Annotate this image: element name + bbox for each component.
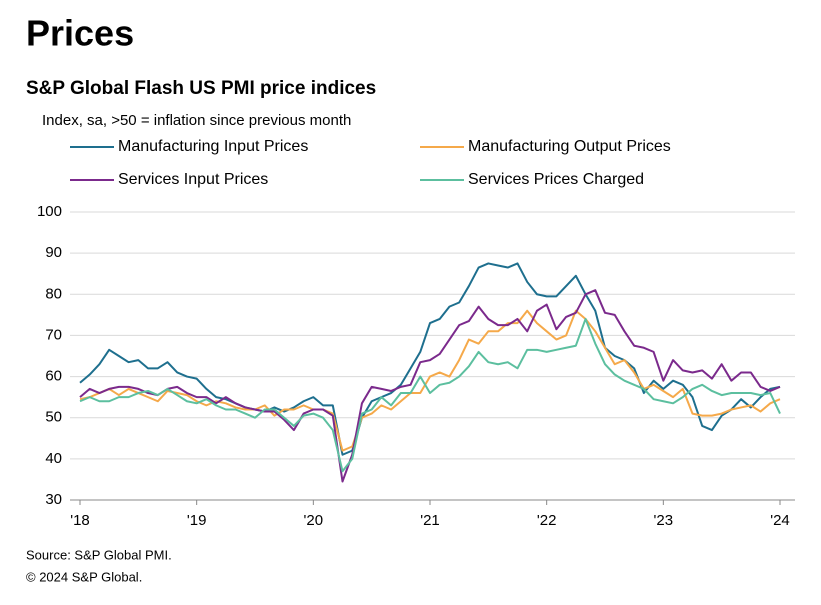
series-line — [79, 289, 781, 483]
x-tick-label: '18 — [70, 512, 90, 529]
x-tick-label: '24 — [770, 512, 790, 529]
series-line — [79, 317, 781, 473]
chart-title: Prices — [26, 13, 134, 54]
y-tick-label: 30 — [45, 491, 62, 508]
legend-label: Services Prices Charged — [468, 171, 644, 188]
series-line — [79, 262, 781, 456]
y-tick-label: 80 — [45, 285, 62, 302]
y-tick-label: 100 — [37, 203, 62, 220]
y-tick-label: 40 — [45, 450, 62, 467]
y-tick-label: 60 — [45, 368, 62, 385]
y-axis-label: Index, sa, >50 = inflation since previou… — [42, 112, 351, 129]
x-tick-label: '22 — [537, 512, 557, 529]
y-tick-label: 70 — [45, 326, 62, 343]
series-line — [79, 309, 781, 452]
y-tick-label: 90 — [45, 244, 62, 261]
x-tick-label: '20 — [304, 512, 324, 529]
x-tick-label: '21 — [420, 512, 440, 529]
legend-label: Manufacturing Output Prices — [468, 138, 671, 155]
chart-subtitle: S&P Global Flash US PMI price indices — [26, 78, 376, 99]
copyright: © 2024 S&P Global. — [26, 569, 142, 584]
x-tick-label: '19 — [187, 512, 207, 529]
legend-label: Services Input Prices — [118, 171, 268, 188]
x-tick-label: '23 — [654, 512, 674, 529]
y-tick-label: 50 — [45, 409, 62, 426]
legend-label: Manufacturing Input Prices — [118, 138, 308, 155]
source: Source: S&P Global PMI. — [26, 547, 172, 562]
